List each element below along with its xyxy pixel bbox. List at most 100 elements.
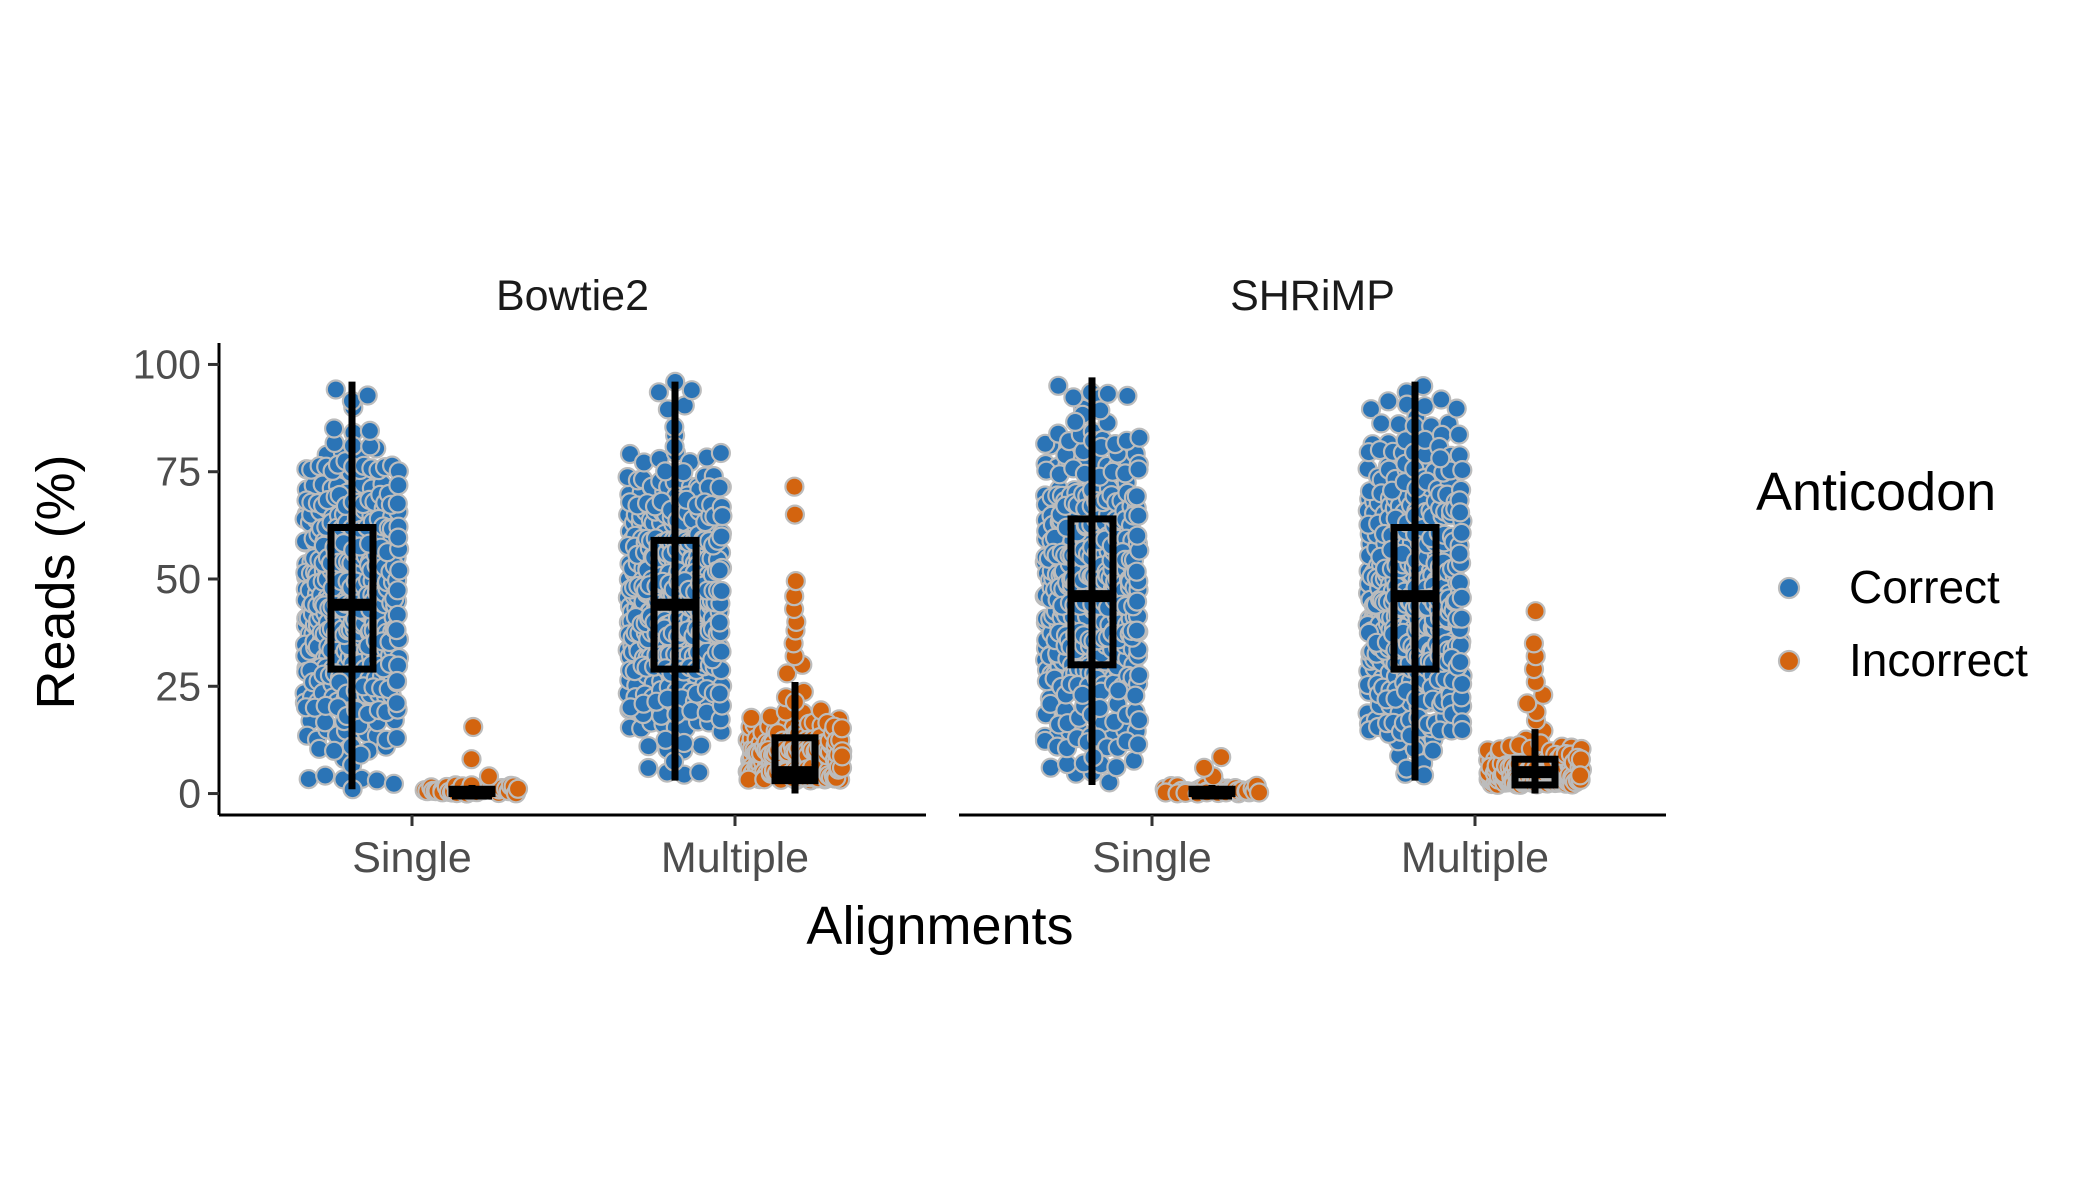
data-point <box>1449 502 1471 523</box>
data-point <box>1452 719 1473 741</box>
group-single-incorrect <box>414 716 529 804</box>
data-point <box>478 766 500 787</box>
y-axis: 0 25 50 75 100 <box>133 341 221 817</box>
data-point <box>1040 757 1061 778</box>
group-multiple-incorrect <box>737 476 853 794</box>
data-point <box>1035 433 1056 454</box>
data-point <box>387 580 408 601</box>
x-tick-label: Single <box>352 834 472 882</box>
data-point <box>709 683 730 704</box>
data-point <box>386 727 407 749</box>
data-point <box>1378 391 1399 412</box>
legend: Anticodon Correct Incorrect <box>1756 462 2028 686</box>
data-point <box>1128 710 1150 731</box>
data-point <box>1126 620 1147 641</box>
data-point <box>1450 651 1471 673</box>
data-point <box>1097 383 1119 404</box>
data-point <box>648 382 670 403</box>
data-point <box>711 641 732 662</box>
panel-title: Bowtie2 <box>496 272 649 320</box>
data-point <box>1451 587 1472 608</box>
data-point <box>709 477 730 498</box>
data-point <box>1451 522 1472 544</box>
data-point <box>383 773 404 794</box>
legend-key-incorrect <box>1777 649 1801 673</box>
data-point <box>831 718 853 739</box>
data-point <box>1129 427 1150 448</box>
y-axis-title: Reads (%) <box>26 454 86 709</box>
data-point <box>1523 633 1545 654</box>
data-point <box>1517 693 1538 714</box>
data-point <box>386 619 407 641</box>
group-multiple-incorrect <box>1477 601 1593 795</box>
data-point <box>1422 740 1444 761</box>
data-point <box>1126 561 1147 582</box>
data-point <box>386 692 407 714</box>
data-point <box>1211 746 1232 768</box>
data-point <box>1449 543 1470 564</box>
data-point <box>388 475 409 496</box>
panel-title: SHRiMP <box>1230 272 1395 320</box>
data-point <box>1360 399 1382 420</box>
data-point <box>463 716 484 738</box>
box-iqr <box>327 524 377 673</box>
data-point <box>709 560 730 581</box>
data-point <box>1063 387 1084 408</box>
data-point <box>1193 757 1215 778</box>
data-point <box>784 504 806 525</box>
data-point <box>1128 505 1149 526</box>
data-point <box>712 505 733 527</box>
data-point <box>387 493 408 514</box>
data-point <box>691 735 712 756</box>
data-point <box>710 442 732 464</box>
data-point <box>784 476 805 497</box>
data-point <box>324 740 345 761</box>
panels-layer: Bowtie2 Single Multiple SHRiMP Single Multipl… <box>219 272 1666 882</box>
group-multiple-correct <box>617 371 733 785</box>
data-point <box>1128 459 1149 480</box>
data-point <box>1431 389 1452 410</box>
data-point <box>681 380 702 401</box>
group-single-correct <box>1034 375 1150 793</box>
data-point <box>785 570 806 592</box>
data-point <box>831 746 853 767</box>
data-point <box>1129 664 1150 686</box>
data-point <box>386 670 408 692</box>
data-point <box>1248 782 1270 803</box>
data-point <box>1048 375 1069 396</box>
data-point <box>315 765 336 786</box>
data-point <box>366 770 387 791</box>
data-point <box>741 707 762 729</box>
y-tick-label: 50 <box>155 556 201 602</box>
data-point <box>1451 673 1473 695</box>
x-tick-label: Single <box>1092 834 1212 882</box>
data-point <box>357 385 378 406</box>
y-tick-label: 0 <box>178 771 201 817</box>
data-point <box>1127 734 1149 755</box>
data-point <box>1127 525 1148 546</box>
y-tick-label: 25 <box>155 663 201 709</box>
data-point <box>1446 398 1467 419</box>
data-point <box>324 418 345 439</box>
data-point <box>1123 750 1145 771</box>
box-iqr <box>771 734 819 785</box>
x-tick-label: Multiple <box>661 834 809 882</box>
data-point <box>1371 413 1392 434</box>
data-point <box>1108 680 1129 701</box>
data-point <box>638 757 659 779</box>
data-point <box>1117 385 1138 406</box>
data-point <box>689 762 710 783</box>
data-point <box>709 612 730 633</box>
data-point <box>1451 608 1472 629</box>
panel-shrimp: SHRiMP Single Multiple <box>959 272 1666 882</box>
group-single-correct <box>294 379 410 800</box>
panel-bowtie2: Bowtie2 Single Multiple <box>219 272 926 882</box>
data-point <box>1570 765 1591 786</box>
y-tick-label: 100 <box>133 341 201 387</box>
y-tick-label: 75 <box>155 449 201 495</box>
legend-title: Anticodon <box>1756 462 1996 522</box>
legend-label: Incorrect <box>1849 634 2028 686</box>
data-point <box>1452 460 1473 481</box>
x-tick-label: Multiple <box>1401 834 1549 882</box>
